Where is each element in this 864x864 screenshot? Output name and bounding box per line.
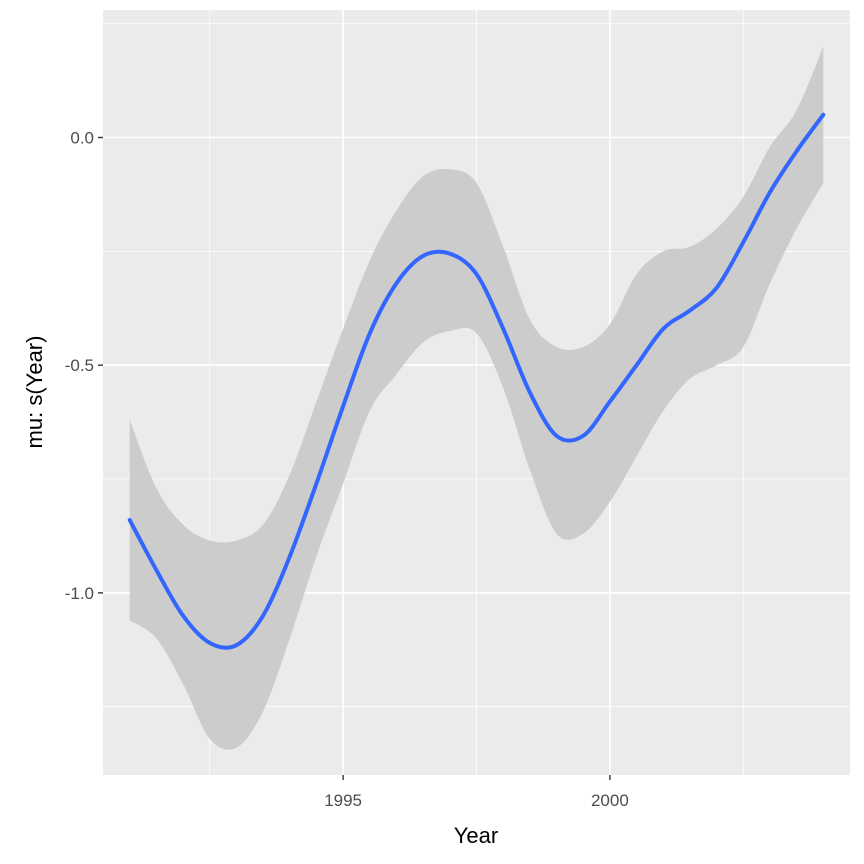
- smooth-fit-line: [127, 112, 826, 650]
- major-gridlines: [103, 10, 850, 775]
- confidence-band: [129, 46, 824, 750]
- y-axis-ticks: -1.0 -0.5 0.0: [65, 129, 103, 603]
- x-tick-label: 2000: [591, 791, 629, 810]
- y-axis-title: mu: s(Year): [22, 336, 47, 449]
- x-tick-label: 1995: [324, 791, 362, 810]
- y-tick-label: 0.0: [70, 129, 94, 148]
- x-axis-ticks: 1995 2000: [324, 775, 629, 810]
- y-tick-label: -1.0: [65, 584, 94, 603]
- x-axis-title: Year: [454, 823, 498, 848]
- y-tick-label: -0.5: [65, 356, 94, 375]
